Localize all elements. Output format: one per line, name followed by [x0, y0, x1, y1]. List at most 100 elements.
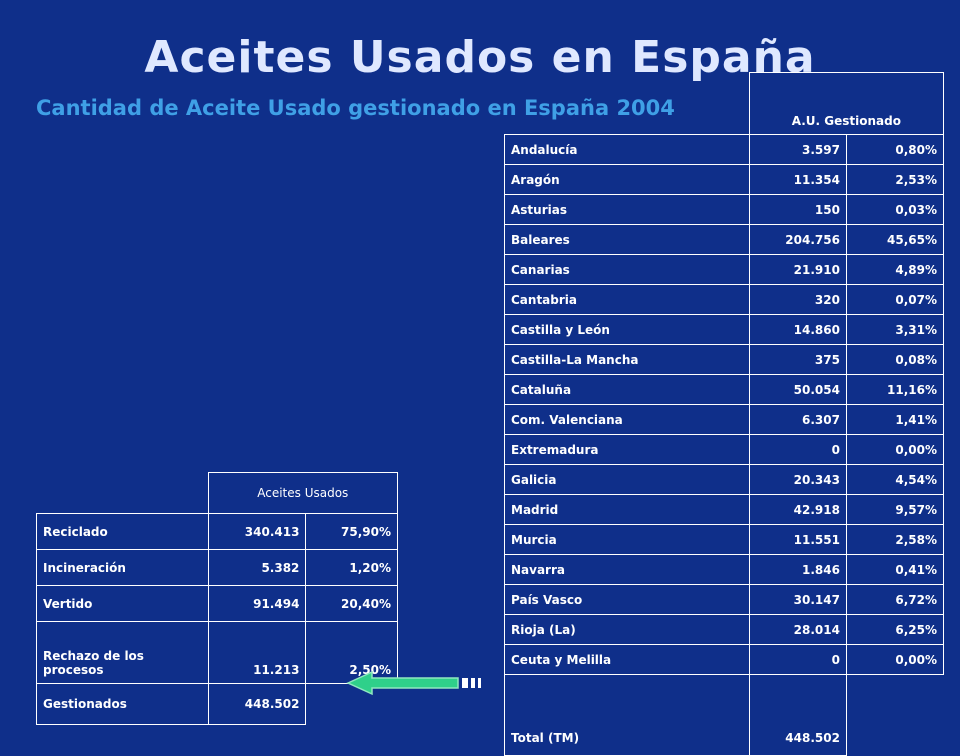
- table-row: Vertido 91.494 20,40%: [36, 585, 398, 622]
- regions-table: A.U. Gestionado Andalucía 3.597 0,80% Arag…: [504, 72, 945, 756]
- region-pct: 4,54%: [845, 464, 945, 495]
- region-value: 6.307: [748, 404, 847, 435]
- header-blank-cell: [37, 473, 209, 514]
- oil-pct: 75,90%: [305, 513, 398, 550]
- table-row: Murcia 11.551 2,58%: [504, 524, 945, 555]
- table-row: País Vasco 30.147 6,72%: [504, 584, 945, 615]
- page-title: Aceites Usados en España: [144, 32, 816, 83]
- region-value: 375: [748, 344, 847, 375]
- oils-header-row: Aceites Usados: [37, 472, 399, 514]
- region-value: 320: [748, 284, 847, 315]
- oils-header: Aceites Usados: [207, 472, 399, 514]
- back-arrow-icon[interactable]: [346, 668, 486, 698]
- region-pct: 0,00%: [845, 434, 945, 465]
- region-value: 21.910: [748, 254, 847, 285]
- table-row: Reciclado 340.413 75,90%: [36, 513, 398, 550]
- region-name: País Vasco: [504, 584, 750, 615]
- total-row: Total (TM) 448.502: [504, 674, 944, 756]
- table-row: Asturias 150 0,03%: [504, 194, 945, 225]
- oil-name: Rechazo de los procesos: [36, 621, 209, 684]
- total-label: Gestionados: [36, 683, 209, 725]
- region-value: 11.354: [748, 164, 847, 195]
- table-row: Navarra 1.846 0,41%: [504, 554, 945, 585]
- table-row: Com. Valenciana 6.307 1,41%: [504, 404, 945, 435]
- region-pct: 1,41%: [845, 404, 945, 435]
- page-subtitle: Cantidad de Aceite Usado gestionado en E…: [36, 96, 675, 120]
- region-name: Extremadura: [504, 434, 750, 465]
- table-row: Rechazo de los procesos 11.213 2,50%: [36, 621, 398, 684]
- region-value: 20.343: [748, 464, 847, 495]
- region-pct: 0,00%: [845, 644, 945, 675]
- oil-value: 11.213: [207, 621, 307, 684]
- region-value: 30.147: [748, 584, 847, 615]
- table-row: Andalucía 3.597 0,80%: [504, 134, 945, 165]
- table-row: Rioja (La) 28.014 6,25%: [504, 614, 945, 645]
- region-value: 42.918: [748, 494, 847, 525]
- oil-pct: 1,20%: [305, 549, 398, 586]
- region-value: 11.551: [748, 524, 847, 555]
- region-value: 150: [748, 194, 847, 225]
- region-pct: 11,16%: [845, 374, 945, 405]
- region-pct: 0,80%: [845, 134, 945, 165]
- region-name: Com. Valenciana: [504, 404, 750, 435]
- region-pct: 3,31%: [845, 314, 945, 345]
- region-name: Castilla y León: [504, 314, 750, 345]
- oil-value: 340.413: [207, 513, 307, 550]
- oil-pct: 2,50%: [305, 621, 398, 684]
- region-value: 50.054: [748, 374, 847, 405]
- total-row: Gestionados 448.502: [36, 683, 398, 725]
- region-pct: 4,89%: [845, 254, 945, 285]
- region-name: Cantabria: [504, 284, 750, 315]
- region-pct: 2,58%: [845, 524, 945, 555]
- region-name: Ceuta y Melilla: [504, 644, 750, 675]
- header-blank-cell: [505, 73, 750, 135]
- table-row: Galicia 20.343 4,54%: [504, 464, 945, 495]
- oil-value: 5.382: [207, 549, 307, 586]
- region-name: Rioja (La): [504, 614, 750, 645]
- table-row: Cantabria 320 0,07%: [504, 284, 945, 315]
- table-row: Cataluña 50.054 11,16%: [504, 374, 945, 405]
- region-pct: 0,08%: [845, 344, 945, 375]
- region-pct: 0,03%: [845, 194, 945, 225]
- region-name: Castilla-La Mancha: [504, 344, 750, 375]
- table-row: Extremadura 0 0,00%: [504, 434, 945, 465]
- oil-value: 91.494: [207, 585, 307, 622]
- region-name: Baleares: [504, 224, 750, 255]
- region-value: 28.014: [748, 614, 847, 645]
- total-blank-cell: [846, 675, 943, 756]
- table-row: Castilla-La Mancha 375 0,08%: [504, 344, 945, 375]
- region-name: Madrid: [504, 494, 750, 525]
- table-row: Canarias 21.910 4,89%: [504, 254, 945, 285]
- total-value: 448.502: [748, 674, 847, 756]
- table-row: Madrid 42.918 9,57%: [504, 494, 945, 525]
- table-row: Baleares 204.756 45,65%: [504, 224, 945, 255]
- regions-header-row: A.U. Gestionado: [505, 72, 945, 135]
- region-value: 0: [748, 434, 847, 465]
- region-name: Asturias: [504, 194, 750, 225]
- region-name: Andalucía: [504, 134, 750, 165]
- region-name: Cataluña: [504, 374, 750, 405]
- region-pct: 6,72%: [845, 584, 945, 615]
- region-value: 14.860: [748, 314, 847, 345]
- region-name: Canarias: [504, 254, 750, 285]
- region-name: Galicia: [504, 464, 750, 495]
- oils-table: Aceites Usados Reciclado 340.413 75,90% In…: [36, 472, 399, 725]
- table-row: Aragón 11.354 2,53%: [504, 164, 945, 195]
- region-value: 1.846: [748, 554, 847, 585]
- region-value: 0: [748, 644, 847, 675]
- total-label: Total (TM): [504, 674, 750, 756]
- oil-name: Reciclado: [36, 513, 209, 550]
- oil-name: Incineración: [36, 549, 209, 586]
- region-pct: 0,07%: [845, 284, 945, 315]
- region-pct: 6,25%: [845, 614, 945, 645]
- region-name: Murcia: [504, 524, 750, 555]
- total-value: 448.502: [207, 683, 307, 725]
- region-value: 204.756: [748, 224, 847, 255]
- region-value: 3.597: [748, 134, 847, 165]
- table-row: Incineración 5.382 1,20%: [36, 549, 398, 586]
- region-name: Navarra: [504, 554, 750, 585]
- table-row: Ceuta y Melilla 0 0,00%: [504, 644, 945, 675]
- region-name: Aragón: [504, 164, 750, 195]
- region-pct: 2,53%: [845, 164, 945, 195]
- oil-name: Vertido: [36, 585, 209, 622]
